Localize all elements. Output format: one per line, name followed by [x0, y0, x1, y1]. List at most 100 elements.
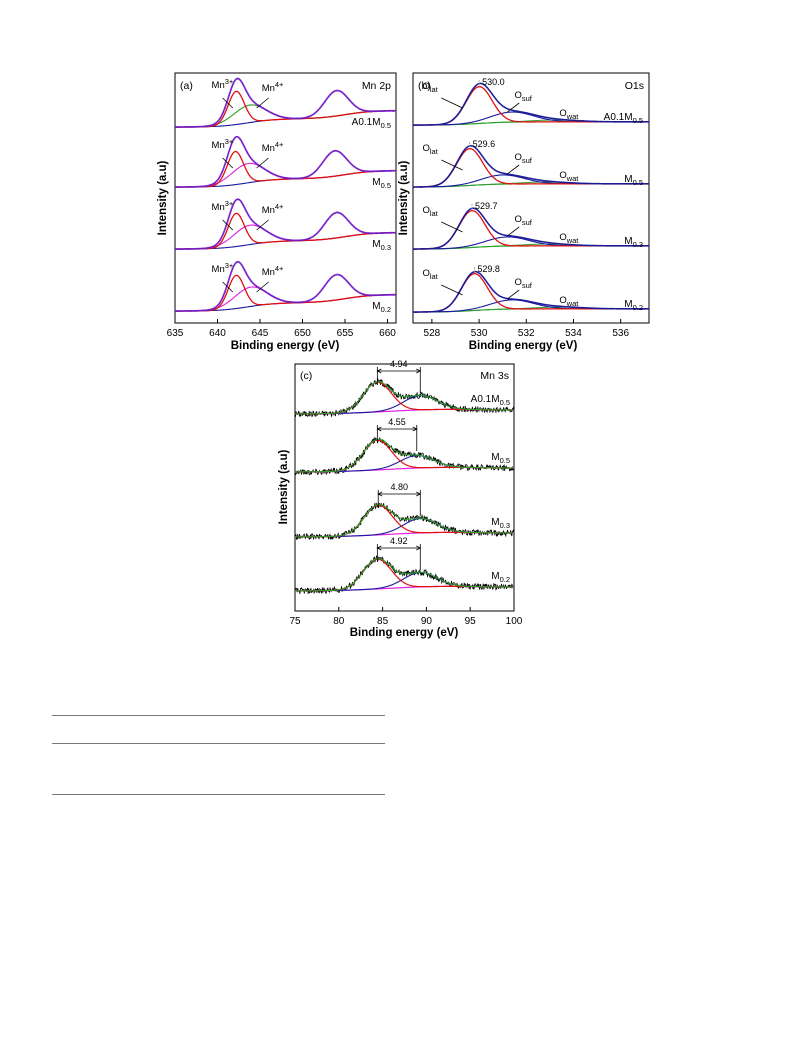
o1s-lat-label-2-sub: lat: [430, 209, 439, 218]
panel-a-frame: [174, 72, 397, 324]
o1s-sample-label-1: M0.5: [624, 174, 643, 187]
mn3s-sample-label-0: A0.1M0.5: [471, 394, 510, 407]
mn3s-split-value-2: 4.80: [390, 482, 408, 492]
panel-c-x-ticks: 75 80 85 90 95 100: [289, 607, 523, 627]
mn2p-mn3-label-3: Mn3+: [212, 261, 234, 275]
o1s-wat-label-0-base: O: [559, 108, 566, 119]
o1s-wat-label-2: Owat: [559, 232, 579, 245]
o1s-wat-label-0-sub: wat: [566, 112, 580, 121]
panel-b-frame: [412, 72, 650, 324]
mn3s-sample-label-2-sub: 0.3: [500, 521, 510, 530]
o1s-lat-label-2-base: O: [422, 205, 429, 216]
o1s-suf-label-0: Osuf: [514, 90, 532, 103]
o1s-suf-label-0-sub: suf: [522, 94, 533, 103]
o1s-tick-label-2: 532: [518, 328, 535, 339]
mn2p-mn4-arrow-3: [256, 281, 269, 293]
mn3s-split-arrow-left-2: [377, 491, 383, 497]
mn3s-sample-label-1-base: M: [491, 452, 499, 463]
panel-c-x-axis-title: Binding energy (eV): [350, 627, 459, 639]
mn2p-envelope-0: [175, 77, 397, 128]
mn2p-mn3-label-0: Mn3+: [212, 77, 234, 91]
mn2p-mn3-arrow-3: [222, 281, 234, 293]
o1s-suf-label-2-sub: suf: [522, 218, 533, 227]
o1s-wat-label-1: Owat: [559, 170, 579, 183]
mn2p-mn3-label-0-base: Mn: [212, 80, 225, 91]
panel-c-frame: [294, 363, 515, 612]
mn2p-sample-label-0-sub: 0.5: [381, 121, 391, 130]
o1s-wat-label-1-sub: wat: [566, 174, 580, 183]
o1s-sample-label-3-sub: 0.2: [633, 303, 643, 312]
o1s-lat-label-0-sub: lat: [430, 85, 439, 94]
panel-c-id: (c): [300, 370, 312, 382]
table-top-rule: [52, 715, 385, 716]
panel-a-id: (a): [180, 80, 193, 92]
panel-b-x-ticks: 528 530 532 534 536: [424, 319, 629, 339]
mn2p-mn4-label-2: Mn4+: [262, 202, 284, 216]
o1s-suf-arrow-0: [507, 102, 520, 113]
o1s-lat-label-3-base: O: [422, 268, 429, 279]
mn2p-sample-label-2-sub: 0.3: [381, 243, 391, 252]
mn2p-mn4-arrow-0: [256, 97, 269, 109]
panel-a-x-ticks: 635 640 645 650 655 660: [167, 319, 396, 339]
o1s-wat-label-0: Owat: [559, 108, 579, 121]
mn2p-mn3-component-3: [175, 274, 397, 312]
panel-a-y-axis-title: Intensity (a.u): [157, 160, 169, 235]
o1s-tick-label-0: 528: [424, 328, 441, 339]
mn3s-sample-label-0-base: A0.1M: [471, 394, 500, 405]
mn2p-tick-label-1: 640: [209, 328, 226, 339]
mn2p-sample-label-1-sub: 0.5: [381, 181, 391, 190]
mn3s-tick-label-4: 95: [465, 616, 477, 627]
o1s-lat-arrow-2: [441, 221, 463, 233]
mn2p-mn4-label-0: Mn4+: [262, 80, 284, 94]
mn2p-sample-label-0-base: A0.1M: [352, 117, 381, 128]
o1s-suf-label-0-base: O: [514, 90, 521, 101]
o1s-peak-value-3: 529.8: [477, 264, 500, 274]
o1s-peak-value-2: 529.7: [475, 201, 498, 211]
mn2p-mn4-arrow-1: [256, 157, 269, 169]
mn3s-split-arrow-right-1: [412, 426, 418, 432]
mn2p-envelope-1: [175, 135, 397, 188]
o1s-lat-label-1-sub: lat: [430, 147, 439, 156]
o1s-peak-value-0: 530.0: [482, 77, 505, 87]
mn3s-tick-label-1: 80: [333, 616, 345, 627]
mn2p-mn3-arrow-2: [222, 219, 234, 231]
o1s-lat-label-1-base: O: [422, 143, 429, 154]
mn2p-mn4-label-0-sup: 4+: [275, 80, 284, 89]
mn3s-split-arrow-left-0: [376, 368, 382, 374]
o1s-peak-value-1: 529.6: [473, 139, 496, 149]
o1s-suf-label-1-sub: suf: [522, 156, 533, 165]
mn2p-sample-label-1: M0.5: [372, 177, 391, 190]
mn3s-measured-2: [294, 502, 515, 540]
mn3s-envelope-0: [294, 381, 514, 415]
mn3s-tick-label-2: 85: [377, 616, 389, 627]
o1s-lat-label-3: Olat: [422, 268, 438, 281]
mn2p-mn3-arrow-1: [222, 157, 234, 169]
mn2p-sample-label-0: A0.1M0.5: [352, 117, 391, 130]
panel-a-title: Mn 2p: [362, 80, 391, 92]
o1s-tick-label-4: 536: [612, 328, 629, 339]
mn2p-sample-label-2: M0.3: [372, 239, 391, 252]
mn3s-sample-label-2-base: M: [491, 517, 499, 528]
mn3s-sample-label-3-sub: 0.2: [500, 575, 510, 584]
mn2p-mn3-component-1: [175, 150, 397, 188]
panel-b-y-axis-title: Intensity (a.u): [398, 160, 410, 235]
mn3s-split-arrow-left-1: [376, 426, 382, 432]
mn2p-tick-label-5: 660: [379, 328, 396, 339]
mn2p-mn4-label-3-sup: 4+: [275, 264, 284, 273]
o1s-suf-label-3: Osuf: [514, 277, 532, 290]
o1s-suf-arrow-3: [507, 289, 520, 300]
mn2p-mn4-label-2-base: Mn: [262, 205, 275, 216]
o1s-sample-label-1-sub: 0.5: [633, 178, 643, 187]
o1s-suf-label-3-base: O: [514, 277, 521, 288]
mn3s-sample-label-2: M0.3: [491, 517, 510, 530]
mn2p-mn3-label-2: Mn3+: [212, 199, 234, 213]
mn2p-mn4-label-3-base: Mn: [262, 267, 275, 278]
panel-c-title: Mn 3s: [480, 370, 509, 382]
mn2p-mn3-component-0: [175, 90, 397, 128]
mn3s-measured-1: [294, 436, 515, 476]
mn2p-envelope-2: [175, 198, 397, 250]
